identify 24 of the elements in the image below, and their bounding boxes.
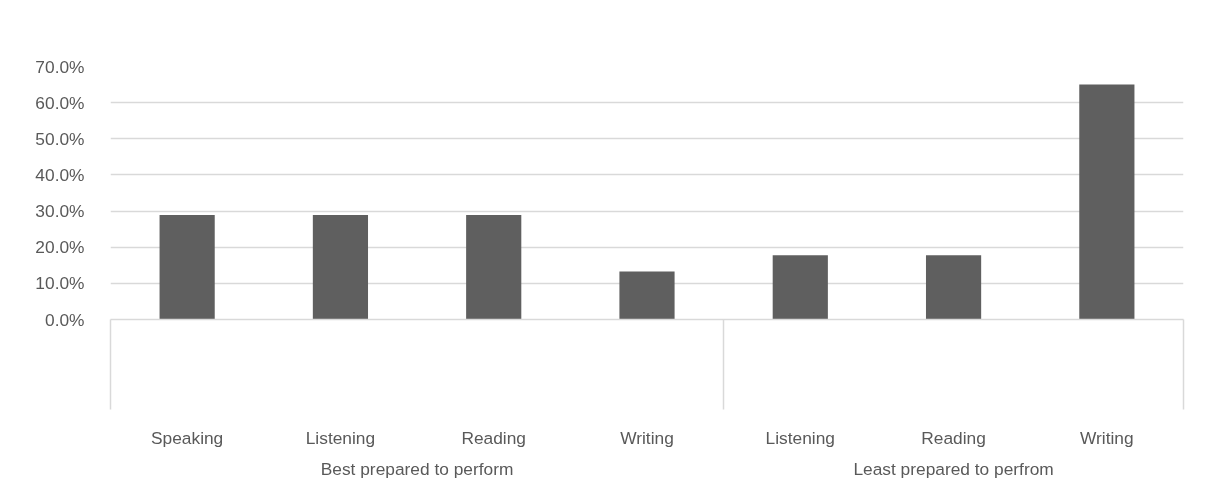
y-tick-label: 10.0% bbox=[35, 273, 85, 294]
bar bbox=[925, 255, 982, 320]
x-tick-label: Listening bbox=[305, 427, 376, 448]
x-tick-label: Listening bbox=[765, 427, 835, 448]
x-tick-label: Speaking bbox=[151, 427, 224, 448]
x-tick-label: Reading bbox=[921, 427, 986, 448]
y-tick-label: 0.0% bbox=[45, 309, 85, 330]
y-tick-label: 70.0% bbox=[35, 56, 85, 77]
y-tick-label: 60.0% bbox=[35, 92, 85, 113]
bar bbox=[159, 215, 215, 320]
x-tick-label: Writing bbox=[620, 427, 674, 448]
x-tick-label: Writing bbox=[1080, 427, 1134, 448]
y-tick-label: 40.0% bbox=[35, 164, 85, 185]
bar bbox=[619, 271, 675, 320]
bar bbox=[772, 255, 828, 320]
text: Least prepared to perfrom bbox=[853, 458, 1054, 479]
bar bbox=[312, 215, 369, 320]
y-tick-label: 50.0% bbox=[35, 128, 85, 149]
y-tick-label: 20.0% bbox=[35, 237, 85, 258]
bar bbox=[1079, 84, 1135, 320]
y-tick-label: 30.0% bbox=[35, 201, 85, 222]
text: Best prepared to perform bbox=[320, 458, 514, 479]
bar bbox=[466, 215, 522, 320]
x-tick-label: Reading bbox=[461, 427, 526, 448]
